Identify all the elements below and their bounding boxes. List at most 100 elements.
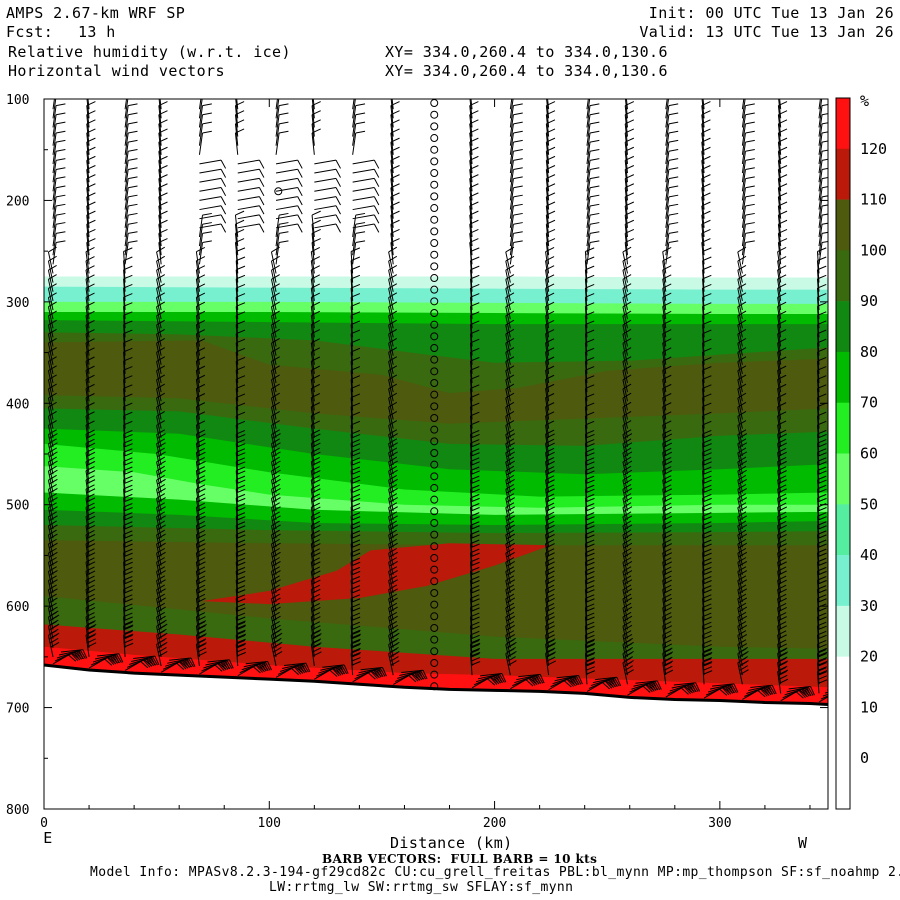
barb-flag	[351, 561, 361, 567]
barb-flag	[236, 293, 246, 298]
barb-flag	[311, 511, 321, 517]
wind-barb	[737, 456, 748, 484]
wind-barb	[702, 521, 712, 548]
wind-barb	[156, 593, 166, 621]
wind-barb	[310, 429, 321, 457]
barb-staff	[469, 215, 473, 237]
barb-staff	[352, 214, 375, 220]
wind-barb	[235, 256, 246, 283]
wind-barb	[470, 293, 480, 320]
barb-staff	[270, 297, 277, 320]
wind-barb	[388, 520, 398, 548]
barb-flag	[821, 140, 828, 143]
barb-flag	[388, 493, 398, 499]
barb-flag	[152, 656, 158, 666]
barb-staff	[662, 306, 667, 329]
barb-flag	[56, 95, 65, 97]
barb-staff	[624, 105, 628, 128]
wind-barb	[662, 438, 673, 466]
wind-barb	[584, 530, 595, 557]
barb-flag	[469, 228, 479, 234]
barb-flag	[271, 319, 280, 326]
barb-staff	[85, 315, 90, 338]
barb-flag	[777, 488, 787, 494]
barb-staff	[199, 196, 222, 201]
wind-barb	[584, 375, 595, 402]
wind-barb	[124, 240, 138, 265]
barb-flag	[311, 274, 321, 280]
barb-flag	[777, 588, 787, 594]
barb-flag	[585, 525, 595, 530]
wind-barb	[545, 192, 556, 219]
barb-flag	[817, 475, 827, 481]
wind-barb	[545, 374, 555, 402]
wind-barb	[352, 214, 380, 224]
barb-flag	[378, 667, 383, 677]
barb-staff	[545, 242, 550, 265]
barb-flag	[196, 292, 206, 298]
barb-flag	[86, 146, 96, 152]
wind-barb	[314, 168, 341, 178]
barb-staff	[156, 379, 162, 402]
barb-flag	[350, 548, 361, 554]
barb-flag	[566, 679, 574, 687]
calm-wind-marker	[430, 542, 439, 551]
barb-flag	[236, 479, 246, 485]
barb-staff	[665, 99, 670, 119]
barb-staff	[816, 315, 820, 338]
barb-flag	[390, 183, 400, 189]
surface-wind-barb	[788, 686, 815, 696]
barb-flag	[589, 103, 600, 107]
barb-flag	[123, 375, 133, 380]
barb-flag	[745, 86, 754, 88]
wind-barb	[388, 264, 398, 292]
barb-flag	[589, 112, 600, 116]
barb-staff	[545, 297, 550, 320]
barb-flag	[351, 661, 361, 666]
wind-barb	[85, 429, 96, 457]
barb-flag	[271, 511, 280, 518]
wind-barb	[156, 438, 166, 466]
barb-flag	[817, 466, 827, 472]
barb-flag	[505, 547, 515, 554]
barb-flag	[622, 356, 632, 362]
barb-flag	[391, 83, 400, 87]
barb-flag	[311, 119, 321, 125]
barb-flag	[157, 643, 166, 649]
wind-barb	[270, 484, 281, 511]
barb-staff	[237, 223, 260, 229]
wind-barb	[388, 310, 398, 338]
barb-flag	[777, 383, 787, 390]
wind-barb	[388, 356, 398, 384]
wind-barb	[311, 110, 321, 137]
barb-staff	[47, 279, 54, 301]
barb-flag	[817, 366, 827, 371]
wind-barb	[779, 99, 782, 110]
wind-barb	[470, 256, 480, 283]
wind-barb	[586, 158, 600, 183]
barb-flag	[622, 337, 632, 344]
wind-barb	[270, 411, 280, 438]
barb-flag	[181, 660, 189, 669]
colorbar-segment-2	[836, 199, 850, 251]
barb-flag	[124, 624, 134, 630]
wind-barb	[123, 347, 133, 374]
barb-flag	[350, 429, 361, 435]
surface-wind-barb	[399, 670, 426, 681]
barb-flag	[48, 365, 57, 372]
barb-flag	[350, 338, 361, 344]
wind-barb	[156, 547, 166, 575]
barb-staff	[235, 424, 239, 447]
barb-flag	[156, 465, 166, 472]
barb-flag	[157, 487, 166, 494]
barb-flag	[727, 685, 733, 694]
wind-barb	[469, 155, 479, 183]
barb-flag	[156, 274, 166, 280]
wind-barb	[350, 356, 361, 384]
barb-flag	[388, 374, 398, 381]
wind-barb	[310, 329, 321, 356]
barb-flag	[184, 659, 190, 668]
wind-barb	[470, 247, 480, 274]
barb-flag	[585, 649, 595, 654]
wind-barb	[388, 255, 398, 283]
